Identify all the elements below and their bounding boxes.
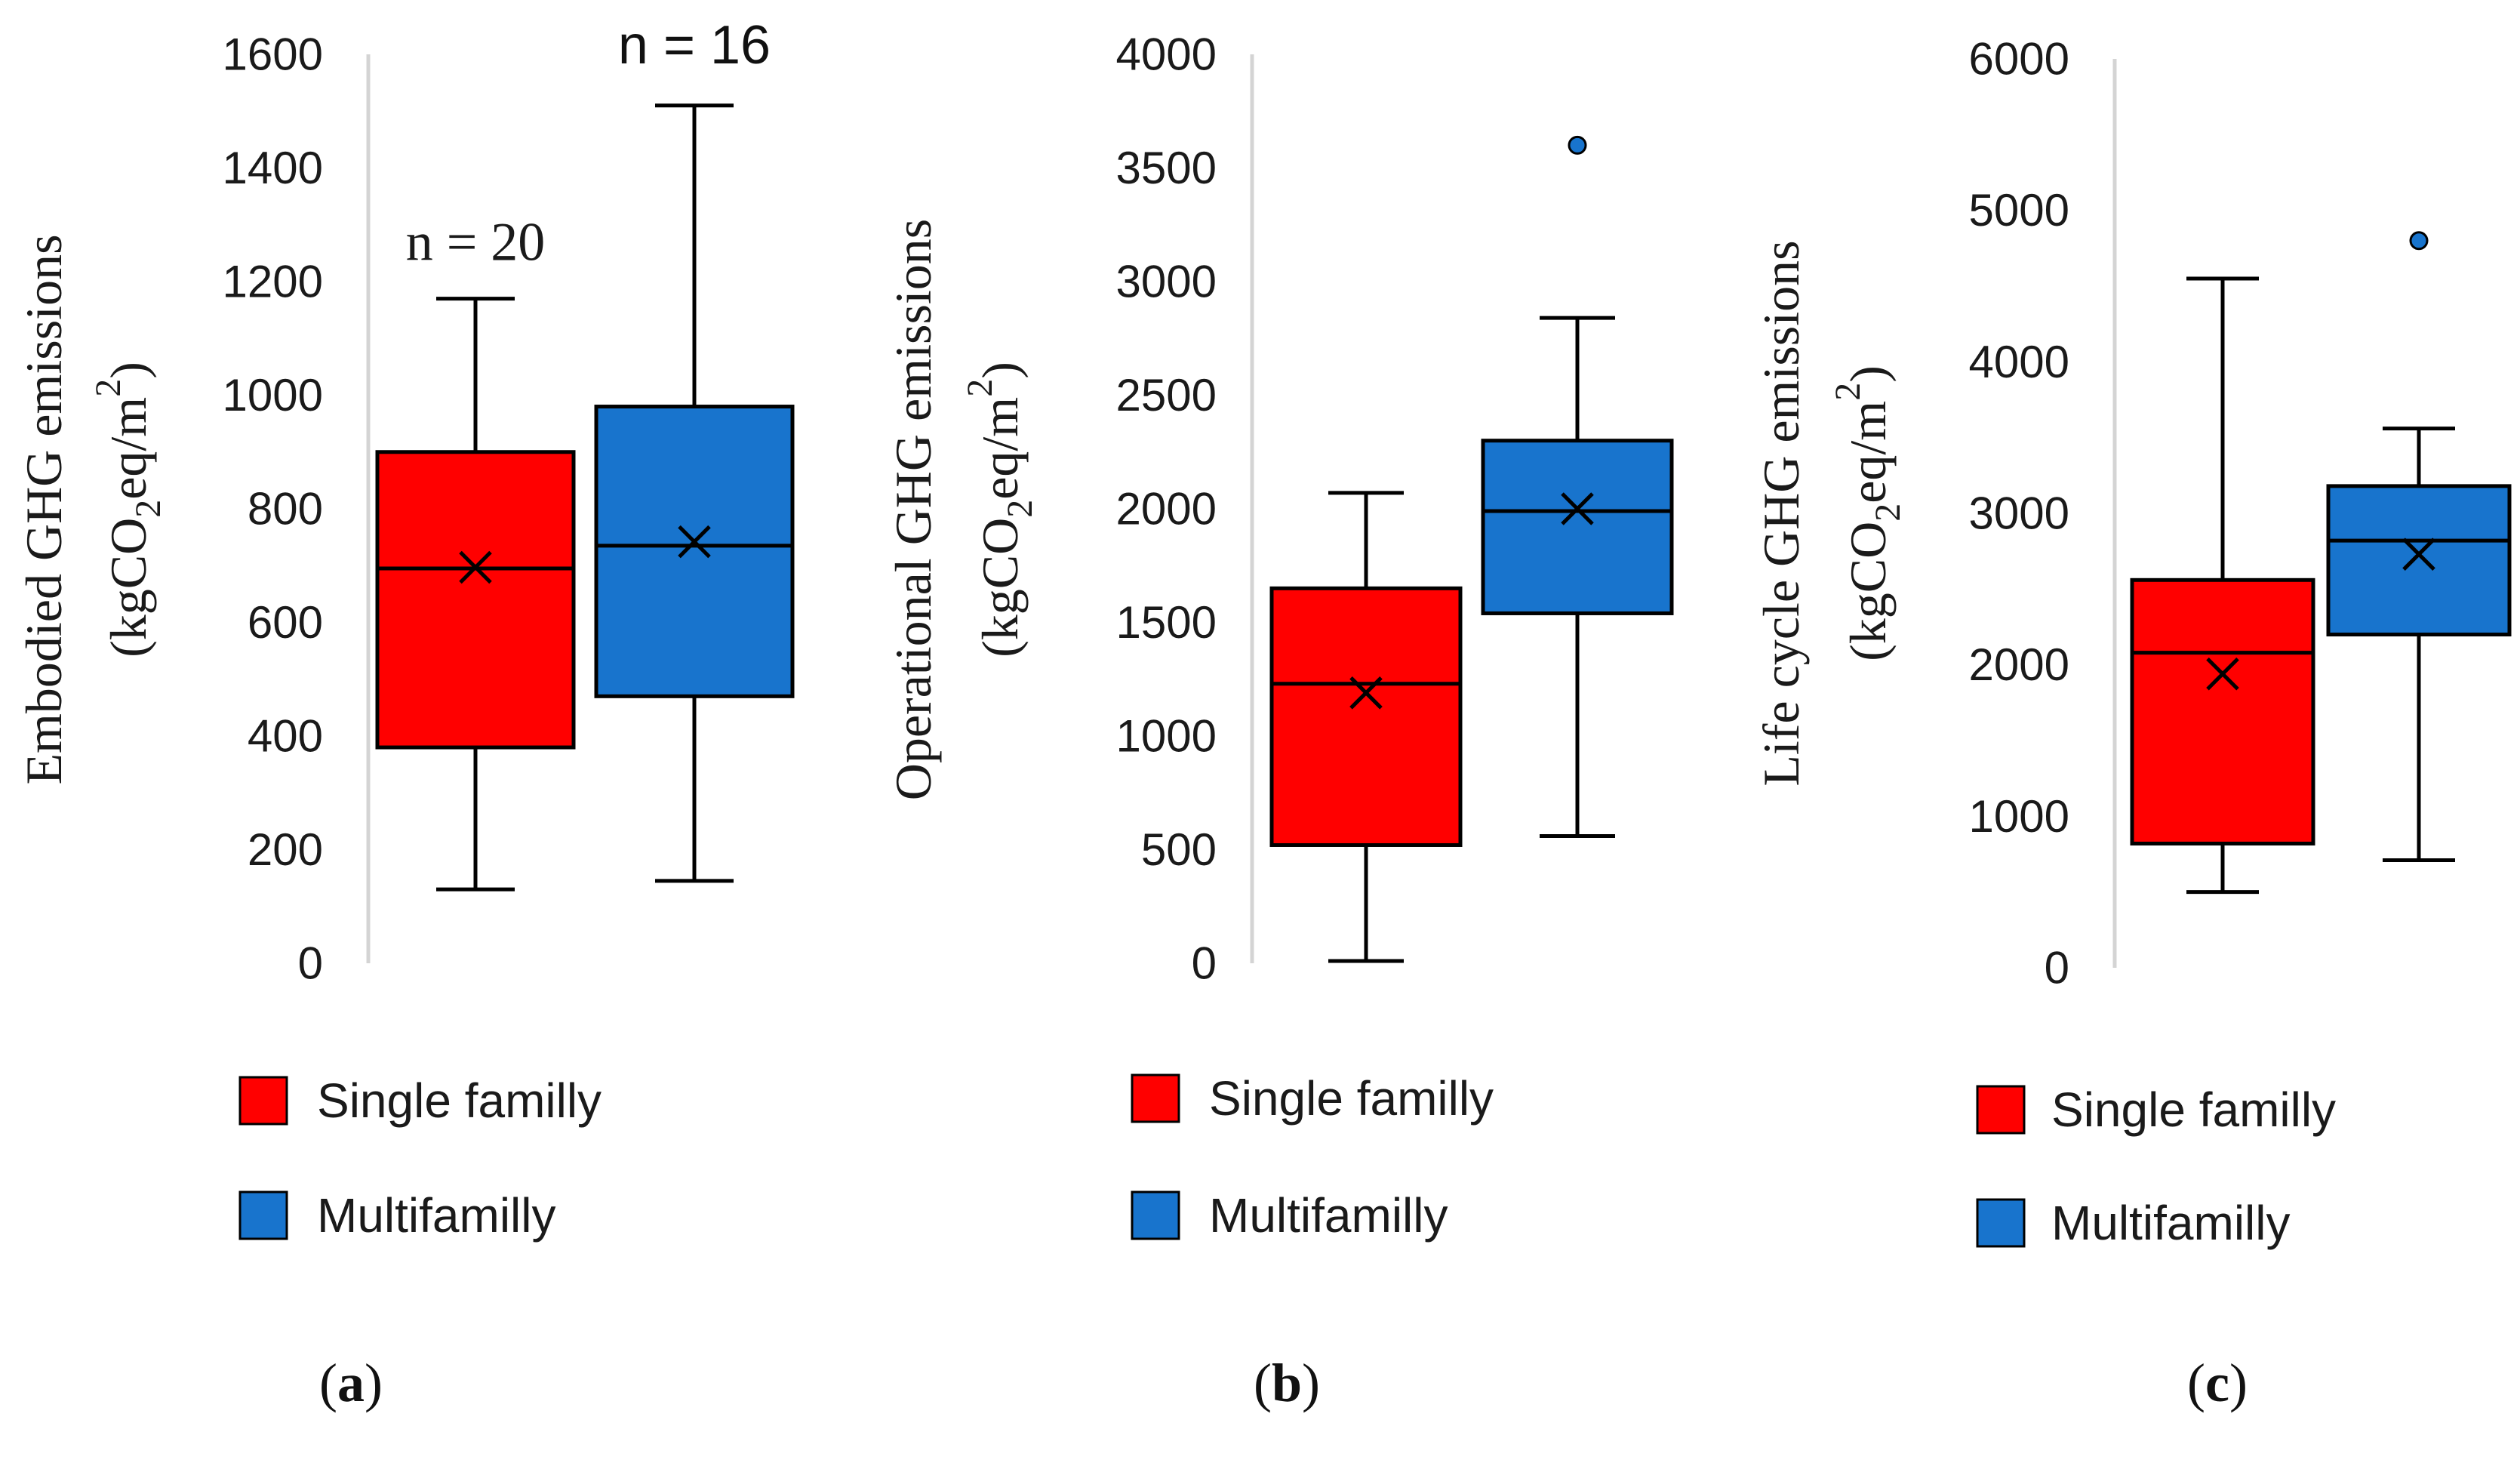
mean-marker bbox=[459, 550, 492, 584]
legend-label: Multifamilly bbox=[1209, 1188, 1448, 1243]
box-multifamily bbox=[594, 103, 795, 883]
box-iqr bbox=[594, 405, 795, 698]
mean-marker bbox=[2402, 537, 2435, 571]
panel-label: (c) bbox=[2187, 1353, 2248, 1413]
legend-label: Multifamilly bbox=[317, 1188, 555, 1243]
legend-swatch bbox=[1131, 1073, 1180, 1123]
y-tick-label: 1000 bbox=[1969, 791, 2069, 842]
y-tick-label: 1600 bbox=[223, 29, 323, 80]
outlier-point bbox=[2409, 231, 2429, 251]
panel-label-letter: a bbox=[337, 1353, 365, 1413]
y-tick-label: 3000 bbox=[1969, 488, 2069, 539]
panel-label-paren: ) bbox=[365, 1353, 383, 1413]
y-axis-units-superscript: 2 bbox=[1828, 383, 1868, 401]
legend-swatch bbox=[1131, 1190, 1180, 1240]
y-axis-units-subscript: 2 bbox=[1868, 504, 1908, 522]
y-tick-label: 800 bbox=[248, 484, 323, 534]
y-tick-label: 1200 bbox=[223, 257, 323, 307]
y-axis-units-part: (kgCO bbox=[100, 518, 157, 658]
y-tick-label: 5000 bbox=[1969, 185, 2069, 236]
box-single-family bbox=[1269, 491, 1463, 963]
y-axis-units: (kgCO2eq/m2) bbox=[960, 362, 1040, 658]
panel-label-paren: ( bbox=[2187, 1353, 2205, 1413]
box-single-family bbox=[375, 297, 576, 892]
y-axis-units-superscript: 2 bbox=[88, 379, 128, 397]
y-axis-units-superscript: 2 bbox=[960, 379, 1000, 397]
y-tick-label: 0 bbox=[2045, 943, 2069, 993]
y-tick-label: 0 bbox=[1192, 938, 1217, 989]
y-axis-title: Embodied GHG emissions bbox=[15, 234, 72, 784]
box-multifamily bbox=[1481, 135, 1674, 838]
y-tick-label: 1400 bbox=[223, 143, 323, 193]
y-axis-units-part: ) bbox=[100, 362, 157, 379]
y-tick-label: 2000 bbox=[1969, 639, 2069, 690]
chart-panel-b: 0 500 1000 1500 2000 2500 3000 3500 4000 Operatio… bbox=[885, 29, 1674, 1413]
legend-swatch bbox=[1976, 1198, 2026, 1248]
chart-panel-c: 0 1000 2000 3000 4000 5000 6000 Life cycle GHG … bbox=[1752, 34, 2512, 1413]
legend-label: Single familly bbox=[317, 1073, 602, 1128]
y-axis-units-part: (kgCO bbox=[1839, 522, 1897, 661]
legend-label: Multifamilly bbox=[2051, 1196, 2290, 1250]
y-tick-label: 200 bbox=[248, 824, 323, 875]
panel-label-letter: c bbox=[2205, 1353, 2229, 1413]
panel-label: (b) bbox=[1254, 1353, 1320, 1413]
panel-label: (a) bbox=[319, 1353, 383, 1413]
outlier-point bbox=[1568, 135, 1587, 155]
y-tick-label: 600 bbox=[248, 597, 323, 648]
y-axis-units-part: eq/m bbox=[100, 397, 157, 500]
y-tick-label: 4000 bbox=[1116, 29, 1217, 80]
y-tick-label: 4000 bbox=[1969, 337, 2069, 387]
y-axis-units: (kgCO2eq/m2) bbox=[88, 362, 168, 658]
legend-label: Single familly bbox=[1209, 1071, 1494, 1126]
legend-swatch bbox=[238, 1076, 288, 1126]
y-tick-label: 500 bbox=[1141, 824, 1217, 875]
sample-size-label: n = 20 bbox=[406, 212, 546, 273]
y-tick-label: 2500 bbox=[1116, 370, 1217, 420]
mean-marker bbox=[678, 525, 711, 559]
chart-panel-a: 0 200 400 600 800 1000 1200 1400 1600 Embodied GH… bbox=[15, 15, 795, 1413]
y-axis-units-part: (kgCO bbox=[971, 518, 1029, 658]
y-tick-label: 6000 bbox=[1969, 34, 2069, 85]
mean-marker bbox=[1561, 492, 1594, 525]
y-tick-label: 3500 bbox=[1116, 143, 1217, 193]
y-tick-label: 1000 bbox=[1116, 711, 1217, 762]
y-axis-title: Life cycle GHG emissions bbox=[1752, 240, 1810, 786]
y-axis-units-part: eq/m bbox=[971, 397, 1029, 500]
legend: Single familly Multifamilly bbox=[238, 1073, 602, 1243]
panel-label-paren: ) bbox=[1302, 1353, 1320, 1413]
legend-swatch bbox=[238, 1190, 288, 1240]
y-tick-label: 1500 bbox=[1116, 597, 1217, 648]
box-single-family bbox=[2130, 276, 2315, 895]
box-multifamily bbox=[2326, 231, 2512, 863]
y-axis-units-part: ) bbox=[1839, 365, 1897, 383]
y-tick-label: 400 bbox=[248, 711, 323, 762]
box-iqr bbox=[1481, 439, 1674, 615]
box-iqr bbox=[1269, 586, 1463, 847]
legend-swatch bbox=[1976, 1085, 2026, 1135]
mean-marker bbox=[1349, 676, 1383, 710]
y-axis-units-part: ) bbox=[971, 362, 1029, 379]
legend-label: Single familly bbox=[2051, 1083, 2336, 1137]
y-tick-label: 2000 bbox=[1116, 484, 1217, 534]
y-axis-units-subscript: 2 bbox=[128, 500, 168, 518]
box-iqr bbox=[375, 450, 576, 750]
legend: Single familly Multifamilly bbox=[1976, 1083, 2336, 1250]
y-axis-units-part: eq/m bbox=[1839, 401, 1897, 504]
mean-marker bbox=[2206, 657, 2239, 691]
y-tick-label: 3000 bbox=[1116, 257, 1217, 307]
box-iqr bbox=[2326, 484, 2512, 637]
panel-label-paren: ( bbox=[1254, 1353, 1272, 1413]
panel-label-paren: ( bbox=[319, 1353, 337, 1413]
y-axis-units: (kgCO2eq/m2) bbox=[1828, 365, 1908, 661]
legend: Single familly Multifamilly bbox=[1131, 1071, 1494, 1243]
y-tick-label: 0 bbox=[298, 938, 323, 989]
y-axis-title: Operational GHG emissions bbox=[885, 219, 942, 801]
y-tick-label: 1000 bbox=[223, 370, 323, 420]
sample-size-label: n = 16 bbox=[618, 15, 771, 75]
panel-label-paren: ) bbox=[2229, 1353, 2248, 1413]
y-axis-units-subscript: 2 bbox=[1000, 500, 1040, 518]
box-iqr bbox=[2130, 578, 2315, 845]
panel-label-letter: b bbox=[1272, 1353, 1302, 1413]
